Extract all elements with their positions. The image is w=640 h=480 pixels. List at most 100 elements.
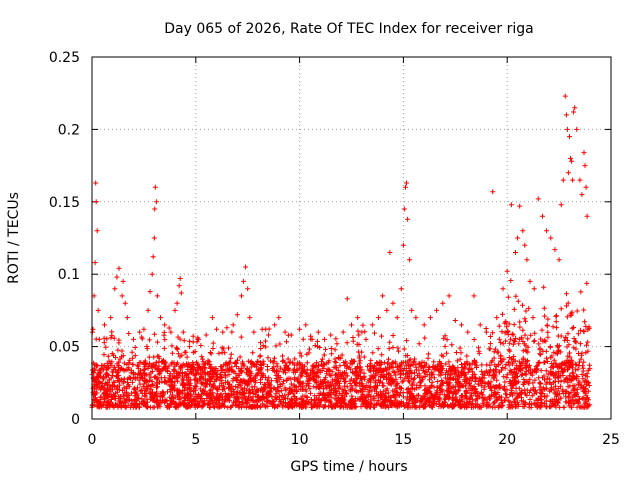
data-point: [511, 322, 517, 328]
data-point: [341, 360, 347, 365]
data-point: [237, 354, 243, 360]
data-point: [326, 397, 332, 403]
y-tick-labels: 0 0.05 0.1 0.15 0.2 0.25: [49, 50, 80, 428]
data-point: [287, 359, 293, 365]
data-point: [558, 202, 564, 208]
data-point: [268, 358, 273, 364]
data-point: [145, 307, 151, 313]
data-point: [172, 307, 178, 313]
data-point: [471, 337, 477, 342]
data-point: [104, 336, 110, 342]
data-point: [504, 375, 510, 381]
data-point: [147, 337, 153, 343]
data-point: [167, 371, 173, 377]
data-point: [529, 393, 535, 399]
data-point: [586, 383, 592, 388]
data-point: [418, 364, 424, 370]
data-point: [250, 350, 256, 356]
data-point: [453, 350, 459, 355]
data-point: [190, 333, 196, 339]
data-point: [561, 404, 567, 410]
data-point: [457, 345, 463, 351]
data-point: [120, 388, 125, 393]
data-point: [380, 293, 386, 299]
data-point: [486, 346, 492, 352]
data-point: [568, 155, 573, 161]
data-point: [314, 360, 320, 366]
x-axis-label: GPS time / hours: [290, 459, 407, 475]
data-point: [144, 343, 150, 349]
data-point: [503, 362, 509, 367]
data-point: [465, 369, 471, 375]
data-point: [375, 401, 381, 407]
data-point: [572, 383, 578, 389]
data-point: [510, 332, 516, 338]
data-point: [272, 355, 277, 361]
data-point: [504, 324, 510, 330]
data-point: [220, 329, 226, 335]
data-point: [120, 380, 126, 386]
data-point: [312, 343, 318, 348]
data-point: [191, 387, 197, 393]
data-point: [535, 196, 541, 202]
data-point: [300, 336, 306, 342]
data-point: [511, 306, 517, 312]
data-point: [536, 375, 542, 381]
data-point: [369, 322, 375, 328]
data-point: [304, 374, 310, 380]
data-point: [553, 319, 559, 325]
data-point: [102, 322, 107, 328]
data-point: [494, 315, 500, 321]
data-point: [188, 368, 193, 374]
data-point: [579, 372, 585, 377]
data-point: [496, 336, 502, 342]
data-point: [509, 331, 515, 337]
data-point: [297, 360, 303, 366]
data-point: [402, 376, 408, 382]
data-point: [418, 400, 424, 406]
data-point: [396, 348, 401, 354]
data-point: [560, 177, 566, 183]
x-tick-label: 25: [602, 432, 620, 448]
data-point: [344, 340, 350, 346]
data-point: [545, 316, 551, 322]
data-point: [259, 326, 265, 332]
data-point: [431, 359, 437, 365]
data-point: [166, 325, 172, 331]
y-tick-label: 0.2: [58, 122, 80, 138]
data-point: [519, 360, 525, 366]
data-point: [390, 345, 396, 350]
data-point: [284, 339, 289, 345]
data-point: [243, 264, 249, 270]
x-tick-labels: 0 5 10 15 20 25: [88, 432, 620, 448]
data-point: [332, 359, 338, 365]
data-point: [356, 332, 362, 338]
data-point: [239, 293, 244, 299]
data-point: [517, 319, 523, 325]
data-point: [507, 379, 513, 384]
data-point: [387, 339, 393, 345]
data-point: [155, 366, 161, 372]
data-point: [508, 202, 514, 208]
data-point: [115, 347, 121, 353]
data-point: [582, 319, 588, 325]
data-point: [132, 353, 138, 359]
data-point: [532, 377, 538, 383]
data-point: [515, 235, 521, 241]
data-point: [554, 325, 560, 331]
data-point: [487, 334, 493, 339]
data-point: [537, 393, 543, 399]
data-point: [276, 315, 282, 321]
data-point: [529, 372, 535, 378]
data-point: [328, 332, 334, 338]
data-point: [404, 368, 410, 374]
data-point: [446, 293, 452, 299]
data-point: [169, 343, 175, 349]
data-point: [477, 322, 483, 328]
data-point: [142, 360, 148, 366]
data-point: [116, 337, 122, 343]
data-point: [333, 336, 339, 342]
data-point: [349, 322, 354, 328]
data-point: [577, 327, 583, 333]
data-point: [210, 346, 216, 351]
